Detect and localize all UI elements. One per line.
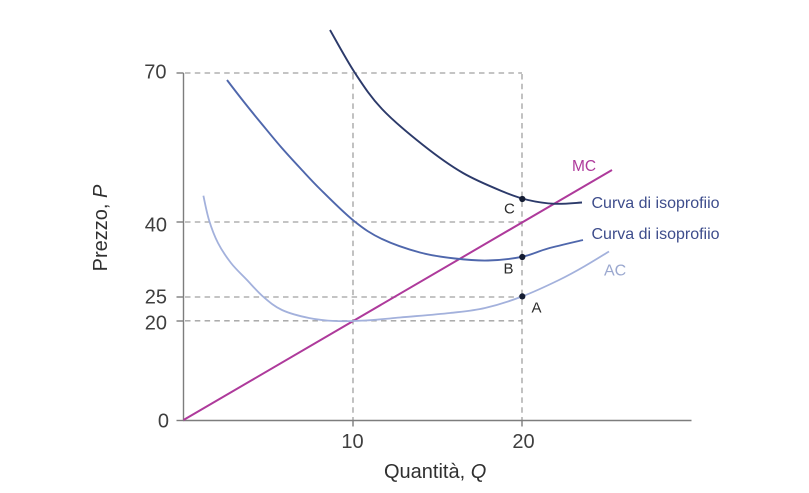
svg-text:20: 20 [145, 313, 167, 335]
svg-text:B: B [504, 261, 514, 278]
svg-text:20: 20 [512, 431, 534, 453]
svg-text:Curva di isoprofiio: Curva di isoprofiio [592, 195, 720, 212]
svg-text:Curva di isoprofiio: Curva di isoprofiio [592, 226, 720, 243]
svg-text:A: A [532, 300, 542, 317]
svg-text:70: 70 [144, 62, 166, 84]
svg-text:MC: MC [572, 158, 596, 175]
svg-text:40: 40 [145, 215, 167, 237]
svg-text:AC: AC [604, 263, 626, 280]
svg-text:Prezzo, P: Prezzo, P [90, 184, 112, 271]
svg-text:25: 25 [145, 287, 167, 309]
svg-text:0: 0 [158, 411, 169, 433]
svg-text:C: C [504, 201, 515, 218]
svg-text:Quantità, Q: Quantità, Q [384, 461, 486, 483]
svg-text:10: 10 [341, 431, 363, 453]
